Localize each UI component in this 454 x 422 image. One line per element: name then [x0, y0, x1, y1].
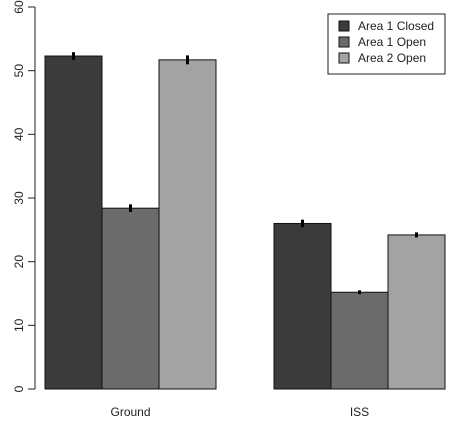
- legend-label: Area 2 Open: [358, 51, 426, 65]
- x-axis-labels: Ground ISS: [110, 405, 369, 419]
- y-tick-label: 10: [12, 318, 26, 332]
- bar-area-1-closed-iss: [273, 222, 332, 390]
- error-bar-group: [72, 52, 418, 295]
- bar-group: [44, 55, 446, 390]
- y-axis: 0 10 20 30 40 50 60: [12, 0, 36, 392]
- bar-area-1-open-iss: [330, 291, 389, 390]
- legend-swatch: [338, 36, 350, 48]
- x-category-label: Ground: [110, 405, 150, 419]
- y-tick-label: 40: [12, 127, 26, 141]
- legend-swatch: [338, 20, 350, 32]
- y-tick-label: 30: [12, 191, 26, 205]
- y-tick-label: 50: [12, 64, 26, 78]
- bar-area-1-open-ground: [101, 207, 160, 390]
- bar-area-2-open-iss: [387, 234, 446, 390]
- y-tick-label: 60: [12, 0, 26, 14]
- legend-label: Area 1 Closed: [358, 19, 434, 33]
- bar-area-2-open-ground: [158, 59, 217, 390]
- legend-label: Area 1 Open: [358, 35, 426, 49]
- x-category-label: ISS: [350, 405, 369, 419]
- legend: Area 1 Closed Area 1 Open Area 2 Open: [327, 13, 446, 75]
- legend-swatch: [338, 52, 350, 64]
- y-tick-label: 20: [12, 255, 26, 269]
- y-tick-label: 0: [12, 385, 26, 392]
- bar-area-1-closed-ground: [44, 55, 103, 390]
